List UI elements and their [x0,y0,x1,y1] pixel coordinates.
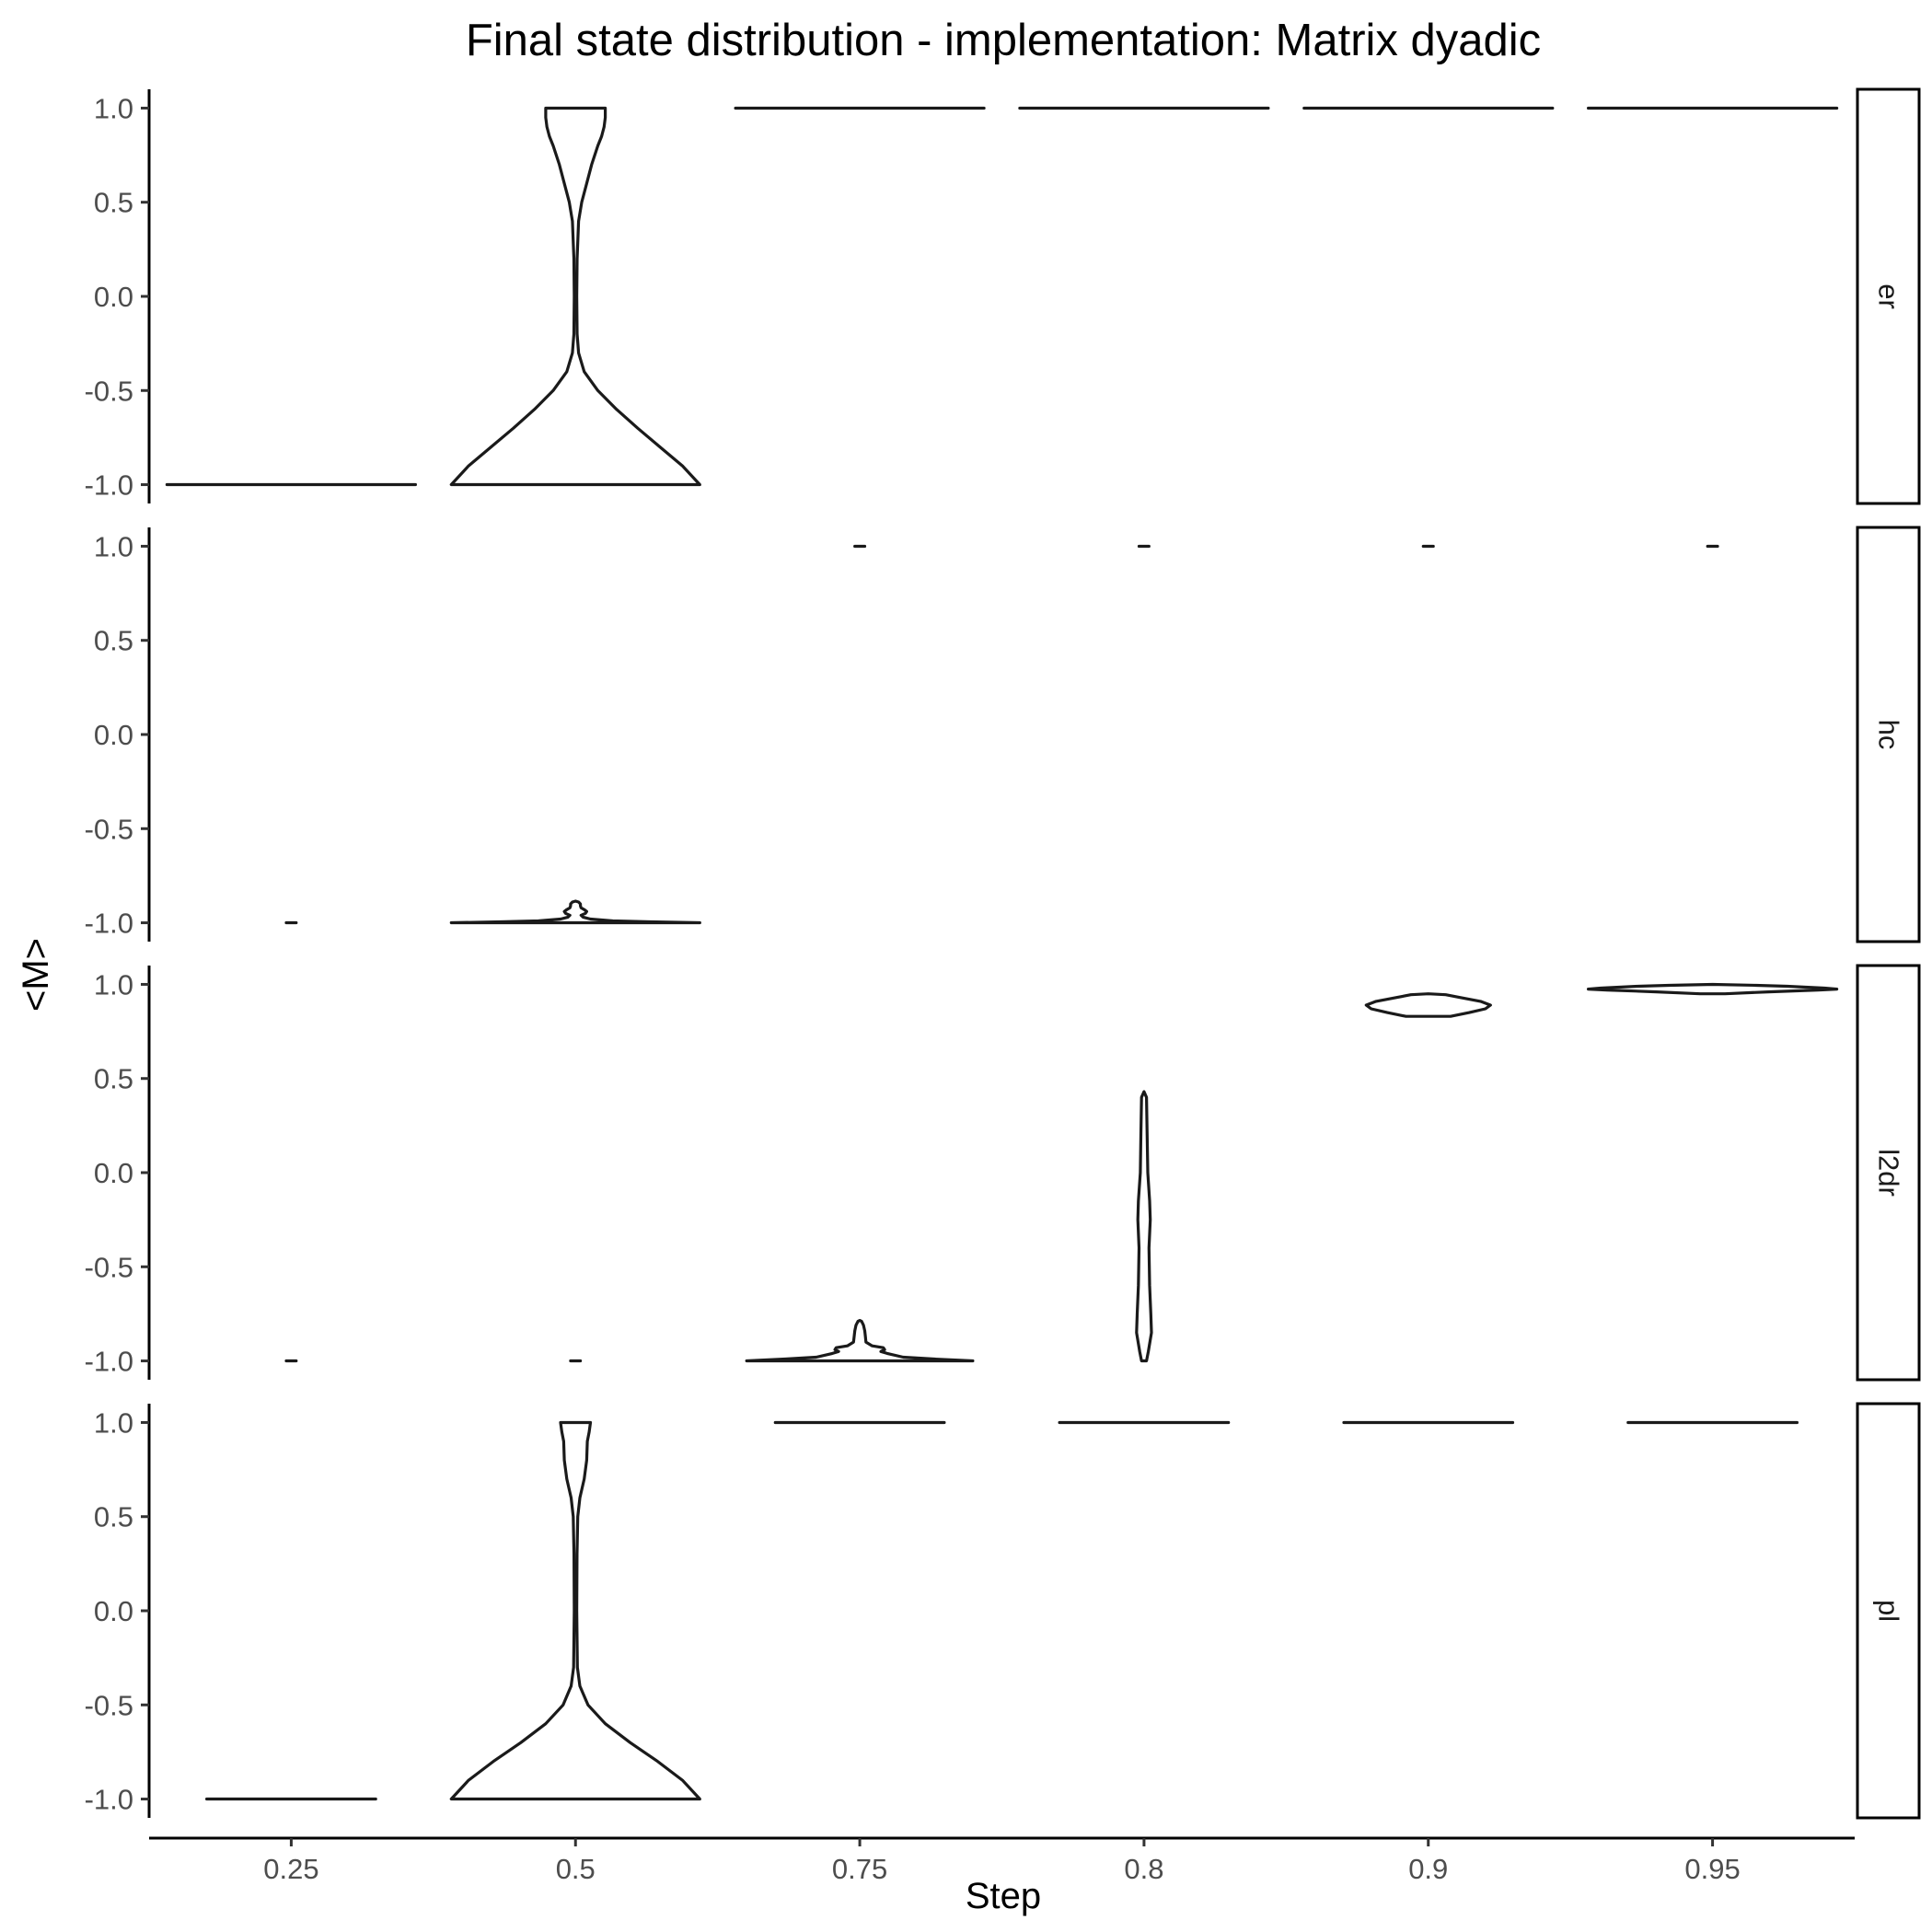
facet-panel-er: -1.0 -0.5 0.0 0.5 1.0 er [85,87,1921,505]
facet-panel-l2dr: -1.0 -0.5 0.0 0.5 1.0 l2dr [85,964,1921,1382]
y-tick-label: -0.5 [85,1251,133,1283]
violin-hc-0.5 [449,899,701,925]
facet-strip-label: hc [1873,720,1905,750]
facet-strip-label: l2dr [1873,1149,1905,1197]
y-tick-label: 0.0 [94,1157,133,1189]
violin-pl-0.5 [449,1420,701,1801]
y-tick-label: 0.0 [94,719,133,751]
x-axis: 0.25 0.5 0.75 0.8 0.9 0.95 [149,1836,1855,1885]
facet-strip [1856,964,1921,1382]
facet-panel-pl: -1.0 -0.5 0.0 0.5 1.0 pl [85,1402,1921,1820]
x-tick-label: 0.25 [263,1853,318,1885]
y-tick-label: 1.0 [94,1406,133,1439]
y-axis-title: <M> [16,938,56,1012]
y-tick-label: 0.5 [94,187,133,219]
y-tick-label: 1.0 [94,968,133,1001]
x-tick-label: 0.9 [1408,1853,1448,1885]
violin-l2dr-0.75 [745,1319,975,1363]
facet-panel-hc: -1.0 -0.5 0.0 0.5 1.0 hc [85,526,1921,943]
violin-er-0.5 [449,106,701,487]
y-tick-label: -0.5 [85,1689,133,1721]
violin-l2dr-0.8 [1135,1090,1153,1363]
facet-strip-label: pl [1873,1600,1905,1622]
violin-l2dr-0.95 [1587,982,1839,996]
y-tick-label: 0.5 [94,1063,133,1095]
y-tick-label: 0.5 [94,625,133,657]
x-tick-label: 0.75 [832,1853,887,1885]
facet-strip-label: er [1873,283,1905,309]
y-tick-label: 0.0 [94,1595,133,1627]
facet-strip [1856,87,1921,505]
x-tick-label: 0.95 [1684,1853,1740,1885]
chart-title: Final state distribution - implementatio… [466,16,1541,65]
facet-strip [1856,1402,1921,1820]
y-tick-label: 1.0 [94,92,133,124]
violin-l2dr-0.9 [1364,992,1492,1018]
y-tick-label: -1.0 [85,469,133,502]
y-tick-label: 1.0 [94,530,133,562]
y-tick-label: -0.5 [85,813,133,845]
x-tick-label: 0.8 [1124,1853,1163,1885]
x-axis-title: Step [966,1876,1041,1916]
y-tick-label: 0.0 [94,281,133,313]
y-tick-label: 0.5 [94,1501,133,1533]
y-tick-label: -0.5 [85,375,133,407]
y-tick-label: -1.0 [85,1784,133,1816]
facet-strip [1856,526,1921,943]
y-tick-label: -1.0 [85,1346,133,1378]
y-tick-label: -1.0 [85,908,133,940]
x-tick-label: 0.5 [556,1853,596,1885]
facet-panels: -1.0-0.50.00.51.0er-1.0-0.50.00.51.0hc-1… [85,87,1921,1885]
